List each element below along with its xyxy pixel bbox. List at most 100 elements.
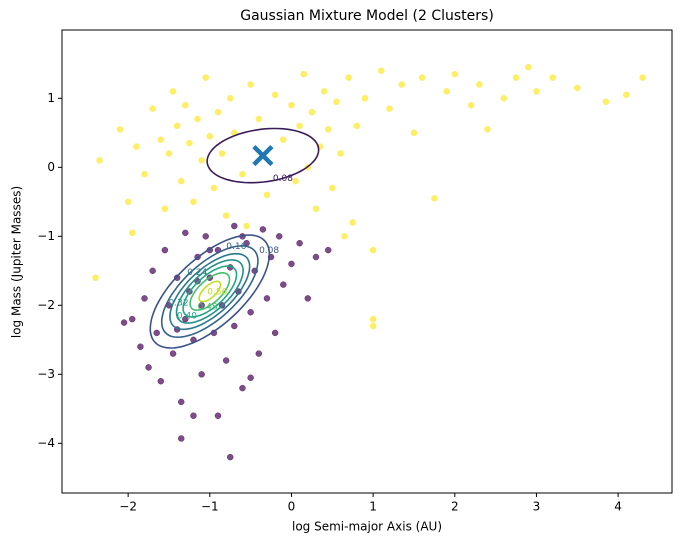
- point: [300, 70, 307, 78]
- point: [173, 274, 181, 281]
- point: [280, 281, 287, 288]
- point: [145, 364, 152, 371]
- point: [226, 95, 234, 102]
- contour-label: 0.56: [207, 288, 227, 298]
- point: [312, 205, 320, 212]
- point: [533, 88, 540, 95]
- point: [247, 81, 254, 88]
- point: [182, 101, 189, 109]
- point: [198, 157, 205, 164]
- point: [194, 115, 201, 123]
- contour: [149, 234, 271, 349]
- point: [177, 177, 185, 185]
- point: [263, 191, 271, 199]
- point: [308, 108, 316, 116]
- point: [177, 435, 185, 442]
- point: [275, 233, 283, 240]
- y-tick-label: −4: [37, 436, 55, 450]
- point: [214, 412, 222, 419]
- point: [320, 88, 328, 95]
- point: [288, 101, 295, 109]
- point: [222, 212, 230, 219]
- contour: [206, 127, 320, 184]
- point: [296, 122, 303, 130]
- point: [161, 205, 169, 212]
- point: [239, 384, 246, 392]
- chart-title: Gaussian Mixture Model (2 Clusters): [240, 8, 494, 24]
- contour: [189, 271, 231, 312]
- point: [186, 139, 193, 147]
- point: [337, 150, 344, 157]
- point: [96, 157, 103, 164]
- point: [157, 377, 165, 385]
- point: [602, 98, 610, 106]
- point: [214, 108, 222, 116]
- point: [280, 136, 287, 143]
- point: [418, 74, 426, 81]
- point: [467, 101, 475, 109]
- point: [398, 81, 405, 88]
- contour-label: 0.16: [226, 242, 246, 252]
- contour-label: 0.08: [259, 246, 279, 256]
- point: [161, 246, 169, 254]
- point: [324, 246, 332, 254]
- point: [247, 308, 254, 316]
- point: [296, 239, 303, 247]
- x-axis-label: log Semi-major Axis (AU): [292, 520, 442, 534]
- x-tick-label: −1: [201, 500, 219, 514]
- point: [443, 88, 450, 95]
- y-tick-label: −1: [37, 229, 55, 243]
- point: [484, 126, 491, 133]
- point: [361, 95, 369, 102]
- contour-label: 0.08: [273, 174, 293, 184]
- point: [369, 246, 377, 254]
- point: [222, 357, 230, 364]
- point: [369, 322, 377, 330]
- point: [120, 319, 128, 326]
- y-tick-label: −2: [37, 298, 55, 312]
- point: [92, 274, 99, 281]
- point: [304, 295, 312, 302]
- point: [116, 126, 124, 133]
- y-tick-label: 0: [47, 160, 55, 174]
- point: [124, 198, 132, 206]
- point: [288, 260, 295, 268]
- point: [341, 233, 348, 240]
- contour: [175, 259, 244, 324]
- y-axis-label: log Mass (Jupiter Masses): [10, 186, 24, 338]
- point: [173, 122, 181, 130]
- point: [190, 198, 197, 206]
- x-tick-label: 4: [614, 500, 622, 514]
- point: [202, 233, 209, 240]
- point: [639, 74, 646, 81]
- point: [206, 133, 214, 140]
- point: [182, 229, 189, 237]
- contour-label: 0.40: [177, 311, 197, 321]
- x-tick-label: 1: [369, 500, 377, 514]
- point: [500, 95, 508, 102]
- point: [137, 343, 144, 350]
- y-tick-label: −3: [37, 367, 55, 381]
- point: [190, 412, 197, 419]
- point: [378, 67, 385, 74]
- center-marker: [252, 144, 274, 167]
- point: [431, 195, 438, 202]
- point: [218, 150, 226, 157]
- point: [202, 74, 209, 81]
- contour: [169, 252, 251, 331]
- point: [226, 453, 234, 461]
- point: [247, 374, 254, 382]
- contour: [182, 265, 238, 318]
- point: [141, 295, 148, 302]
- point: [549, 74, 557, 81]
- contour-label: 0.48: [198, 302, 218, 312]
- point: [271, 91, 279, 99]
- point: [141, 170, 148, 178]
- point: [157, 136, 165, 143]
- point: [169, 88, 177, 95]
- x-tick-label: −2: [119, 500, 137, 514]
- point: [525, 64, 532, 71]
- x-tick-label: 3: [533, 500, 541, 514]
- point: [512, 74, 520, 81]
